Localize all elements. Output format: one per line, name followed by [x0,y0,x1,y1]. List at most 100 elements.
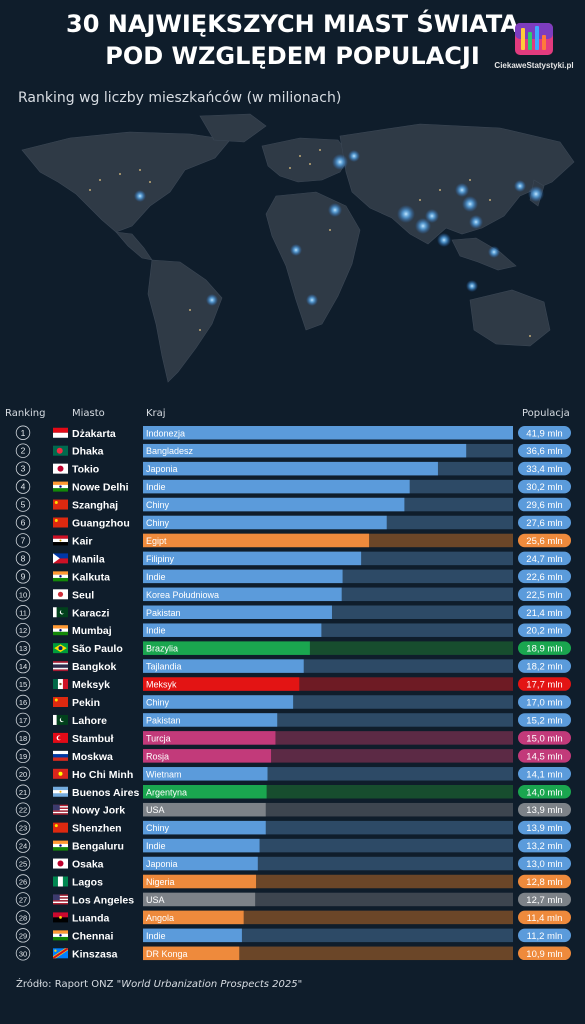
rank-badge [15,515,31,530]
city-label: Mumbaj [72,625,112,637]
world-map-background [0,110,585,400]
population-bar-chart: 1 Dżakarta Indonezja 41,9 mln 2 Dhaka Banglade… [15,425,571,961]
header-rank: Ranking [5,408,46,419]
rank-label: 10 [19,590,27,599]
value-pill [518,695,571,709]
value-pill [518,659,571,673]
country-label: Argentyna [146,787,187,797]
bar [143,605,332,619]
country-label: DR Konga [146,949,188,959]
china-flag-icon [53,822,68,833]
country-label: Nigeria [146,877,175,887]
value-pill [518,767,571,781]
country-label: Pakistan [146,608,181,618]
value-pill [518,479,571,494]
chart-row-23: 23 Shenzhen Chiny 13,9 mln [15,820,571,835]
title-line-1: 30 NAJWIĘKSZYCH MIAST ŚWIATA [66,10,519,38]
turkey-flag-icon [53,732,68,743]
country-label: Egipt [146,536,167,546]
bar [143,551,362,566]
rank-badge [15,497,31,512]
bar [143,497,405,512]
bar [143,533,370,548]
rank-badge [15,748,31,764]
argentina-flag-icon [53,786,68,797]
chart-row-19: 19 Moskwa Rosja 14,5 mln [15,748,571,764]
country-label: Indie [146,626,166,636]
country-label: Filipiny [146,554,175,564]
korea-flag-icon [53,589,68,600]
rank-badge [15,640,31,656]
nigeria-flag-icon [53,876,68,887]
bar [143,802,266,817]
philippines-flag-icon [53,553,68,564]
bar [143,569,343,584]
value-pill [518,802,571,817]
thailand-flag-icon [53,661,68,672]
rank-label: 24 [19,842,27,851]
city-label: Osaka [72,859,104,871]
continent-southeast-asia [451,237,517,271]
value-label: 12,8 mln [526,877,562,888]
rank-label: 28 [19,913,27,922]
angola-flag-icon [53,912,68,923]
pakistan-flag-icon [53,607,68,618]
japan-flag-icon [53,858,68,869]
value-label: 17,7 mln [526,680,562,691]
city-label: Buenos Aires [72,787,139,799]
bar [143,731,276,745]
rank-label: 7 [21,535,26,545]
chart-row-24: 24 Bengaluru Indie 13,2 mln [15,838,571,853]
country-label: Korea Południowa [146,590,219,600]
city-label: Szanghaj [72,500,118,512]
city-label: Lagos [72,877,103,889]
header-city: Miasto [72,408,105,419]
chart-row-21: 21 Buenos Aires Argentyna 14,0 mln [15,784,571,799]
city-label: Karaczi [72,607,109,619]
country-label: Meksyk [146,680,177,690]
chart-row-13: 13 São Paulo Brazylia 18,9 mln [15,640,571,656]
rank-label: 13 [19,644,27,653]
china-flag-icon [53,499,68,510]
rank-label: 5 [21,500,26,510]
brazil-flag-icon [53,643,68,654]
city-label: Stambuł [72,733,114,745]
rank-badge [15,766,31,782]
city-label: Guangzhou [72,518,130,530]
value-label: 20,2 mln [526,626,562,637]
page-title: 30 NAJWIĘKSZYCH MIAST ŚWIATA POD WZGLĘDE… [0,8,585,72]
rank-badge [15,892,31,907]
value-pill [518,749,571,763]
japan-flag-icon [53,463,68,474]
bar [143,461,438,476]
value-label: 12,7 mln [526,895,562,906]
rank-label: 9 [21,571,26,581]
drc-flag-icon [53,948,68,959]
value-pill [518,856,571,871]
chart-row-2: 2 Dhaka Bangladesz 36,6 mln [15,443,571,458]
russia-flag-icon [53,750,68,761]
usa-flag-icon [53,804,68,815]
country-label: Indie [146,841,166,851]
china-flag-icon [53,517,68,528]
value-pill [518,461,571,476]
country-label: Rosja [146,751,169,761]
chart-row-22: 22 Nowy Jork USA 13,9 mln [15,802,571,817]
rank-label: 17 [19,716,27,725]
bar [143,587,342,602]
chart-row-16: 16 Pekin Chiny 17,0 mln [15,694,571,710]
bar [143,641,310,655]
value-pill [518,892,571,907]
bar [143,928,242,943]
rank-badge [15,605,31,620]
chart-row-9: 9 Kalkuta Indie 22,6 mln [15,569,571,584]
chart-subtitle: Ranking wg liczby mieszkańców (w miliona… [18,90,342,106]
value-label: 15,0 mln [526,733,562,744]
value-pill [518,426,571,440]
city-label: Moskwa [72,751,113,763]
rank-badge [15,910,31,925]
bar [143,838,260,853]
city-label: Manila [72,553,105,565]
value-pill [518,551,571,566]
city-label: Shenzhen [72,823,122,835]
